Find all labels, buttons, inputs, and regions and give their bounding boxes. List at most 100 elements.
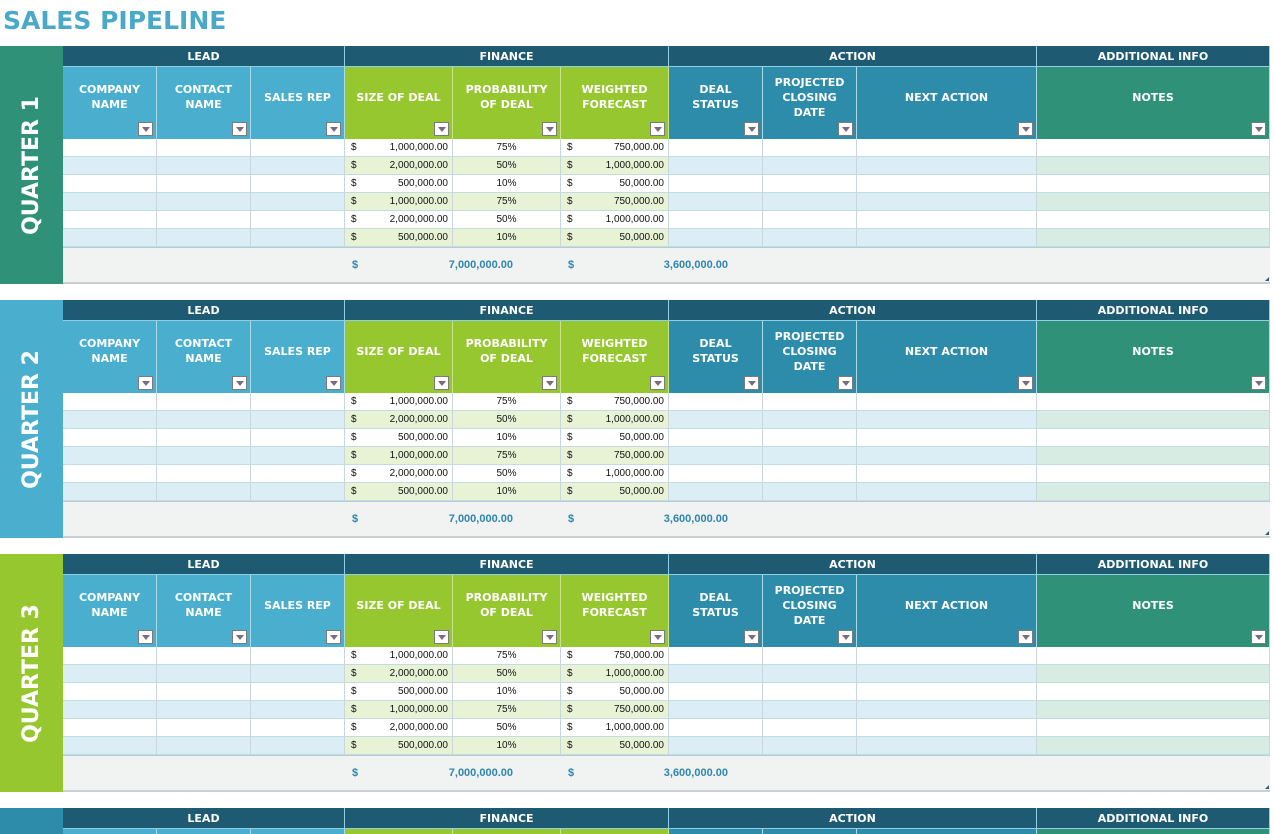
notes-cell[interactable] (1037, 719, 1270, 737)
projected-closing-date-cell[interactable] (763, 229, 857, 247)
weighted-forecast-cell[interactable]: $1,000,000.00 (561, 157, 669, 175)
notes-cell[interactable] (1037, 483, 1270, 501)
sales-rep-cell[interactable] (251, 393, 345, 411)
notes-cell[interactable] (1037, 429, 1270, 447)
notes-cell[interactable] (1037, 411, 1270, 429)
filter-dropdown-button[interactable] (838, 122, 853, 136)
contact-name-cell[interactable] (157, 429, 251, 447)
probability-cell[interactable]: 10% (453, 483, 561, 501)
projected-closing-date-cell[interactable] (763, 683, 857, 701)
weighted-forecast-cell[interactable]: $750,000.00 (561, 701, 669, 719)
probability-cell[interactable]: 50% (453, 465, 561, 483)
sales-rep-cell[interactable] (251, 139, 345, 157)
size-of-deal-cell[interactable]: $2,000,000.00 (345, 411, 453, 429)
projected-closing-date-cell[interactable] (763, 175, 857, 193)
deal-status-cell[interactable] (669, 429, 763, 447)
filter-dropdown-button[interactable] (744, 376, 759, 390)
probability-cell[interactable]: 10% (453, 175, 561, 193)
contact-name-cell[interactable] (157, 411, 251, 429)
weighted-forecast-cell[interactable]: $50,000.00 (561, 429, 669, 447)
filter-dropdown-button[interactable] (542, 630, 557, 644)
projected-closing-date-cell[interactable] (763, 157, 857, 175)
sales-rep-cell[interactable] (251, 665, 345, 683)
notes-cell[interactable] (1037, 465, 1270, 483)
sales-rep-cell[interactable] (251, 719, 345, 737)
company-name-cell[interactable] (63, 683, 157, 701)
company-name-cell[interactable] (63, 647, 157, 665)
next-action-cell[interactable] (857, 193, 1037, 211)
probability-cell[interactable]: 50% (453, 211, 561, 229)
deal-status-cell[interactable] (669, 683, 763, 701)
deal-status-cell[interactable] (669, 447, 763, 465)
company-name-cell[interactable] (63, 393, 157, 411)
probability-cell[interactable]: 10% (453, 429, 561, 447)
weighted-forecast-cell[interactable]: $50,000.00 (561, 229, 669, 247)
contact-name-cell[interactable] (157, 393, 251, 411)
probability-cell[interactable]: 75% (453, 139, 561, 157)
notes-cell[interactable] (1037, 701, 1270, 719)
projected-closing-date-cell[interactable] (763, 447, 857, 465)
next-action-cell[interactable] (857, 429, 1037, 447)
notes-cell[interactable] (1037, 211, 1270, 229)
company-name-cell[interactable] (63, 665, 157, 683)
next-action-cell[interactable] (857, 175, 1037, 193)
size-of-deal-cell[interactable]: $1,000,000.00 (345, 447, 453, 465)
weighted-forecast-cell[interactable]: $750,000.00 (561, 193, 669, 211)
deal-status-cell[interactable] (669, 665, 763, 683)
size-of-deal-cell[interactable]: $2,000,000.00 (345, 211, 453, 229)
size-of-deal-cell[interactable]: $1,000,000.00 (345, 701, 453, 719)
weighted-forecast-cell[interactable]: $1,000,000.00 (561, 211, 669, 229)
next-action-cell[interactable] (857, 719, 1037, 737)
probability-cell[interactable]: 75% (453, 193, 561, 211)
sales-rep-cell[interactable] (251, 647, 345, 665)
next-action-cell[interactable] (857, 411, 1037, 429)
company-name-cell[interactable] (63, 737, 157, 755)
size-of-deal-cell[interactable]: $2,000,000.00 (345, 157, 453, 175)
probability-cell[interactable]: 10% (453, 229, 561, 247)
projected-closing-date-cell[interactable] (763, 411, 857, 429)
company-name-cell[interactable] (63, 447, 157, 465)
contact-name-cell[interactable] (157, 647, 251, 665)
contact-name-cell[interactable] (157, 139, 251, 157)
probability-cell[interactable]: 75% (453, 647, 561, 665)
deal-status-cell[interactable] (669, 193, 763, 211)
filter-dropdown-button[interactable] (650, 630, 665, 644)
size-of-deal-cell[interactable]: $2,000,000.00 (345, 719, 453, 737)
contact-name-cell[interactable] (157, 193, 251, 211)
contact-name-cell[interactable] (157, 665, 251, 683)
size-of-deal-cell[interactable]: $2,000,000.00 (345, 465, 453, 483)
probability-cell[interactable]: 75% (453, 393, 561, 411)
size-of-deal-cell[interactable]: $500,000.00 (345, 429, 453, 447)
weighted-forecast-cell[interactable]: $750,000.00 (561, 139, 669, 157)
sales-rep-cell[interactable] (251, 211, 345, 229)
notes-cell[interactable] (1037, 647, 1270, 665)
sales-rep-cell[interactable] (251, 193, 345, 211)
projected-closing-date-cell[interactable] (763, 211, 857, 229)
sales-rep-cell[interactable] (251, 447, 345, 465)
projected-closing-date-cell[interactable] (763, 701, 857, 719)
company-name-cell[interactable] (63, 719, 157, 737)
filter-dropdown-button[interactable] (232, 376, 247, 390)
probability-cell[interactable]: 10% (453, 683, 561, 701)
table-resize-handle[interactable] (1265, 277, 1269, 281)
projected-closing-date-cell[interactable] (763, 665, 857, 683)
probability-cell[interactable]: 75% (453, 701, 561, 719)
size-of-deal-cell[interactable]: $500,000.00 (345, 483, 453, 501)
projected-closing-date-cell[interactable] (763, 647, 857, 665)
deal-status-cell[interactable] (669, 411, 763, 429)
company-name-cell[interactable] (63, 465, 157, 483)
notes-cell[interactable] (1037, 175, 1270, 193)
size-of-deal-cell[interactable]: $500,000.00 (345, 175, 453, 193)
filter-dropdown-button[interactable] (542, 122, 557, 136)
contact-name-cell[interactable] (157, 229, 251, 247)
filter-dropdown-button[interactable] (138, 376, 153, 390)
contact-name-cell[interactable] (157, 465, 251, 483)
company-name-cell[interactable] (63, 175, 157, 193)
company-name-cell[interactable] (63, 157, 157, 175)
contact-name-cell[interactable] (157, 719, 251, 737)
notes-cell[interactable] (1037, 157, 1270, 175)
filter-dropdown-button[interactable] (838, 630, 853, 644)
next-action-cell[interactable] (857, 737, 1037, 755)
deal-status-cell[interactable] (669, 465, 763, 483)
weighted-forecast-cell[interactable]: $750,000.00 (561, 647, 669, 665)
